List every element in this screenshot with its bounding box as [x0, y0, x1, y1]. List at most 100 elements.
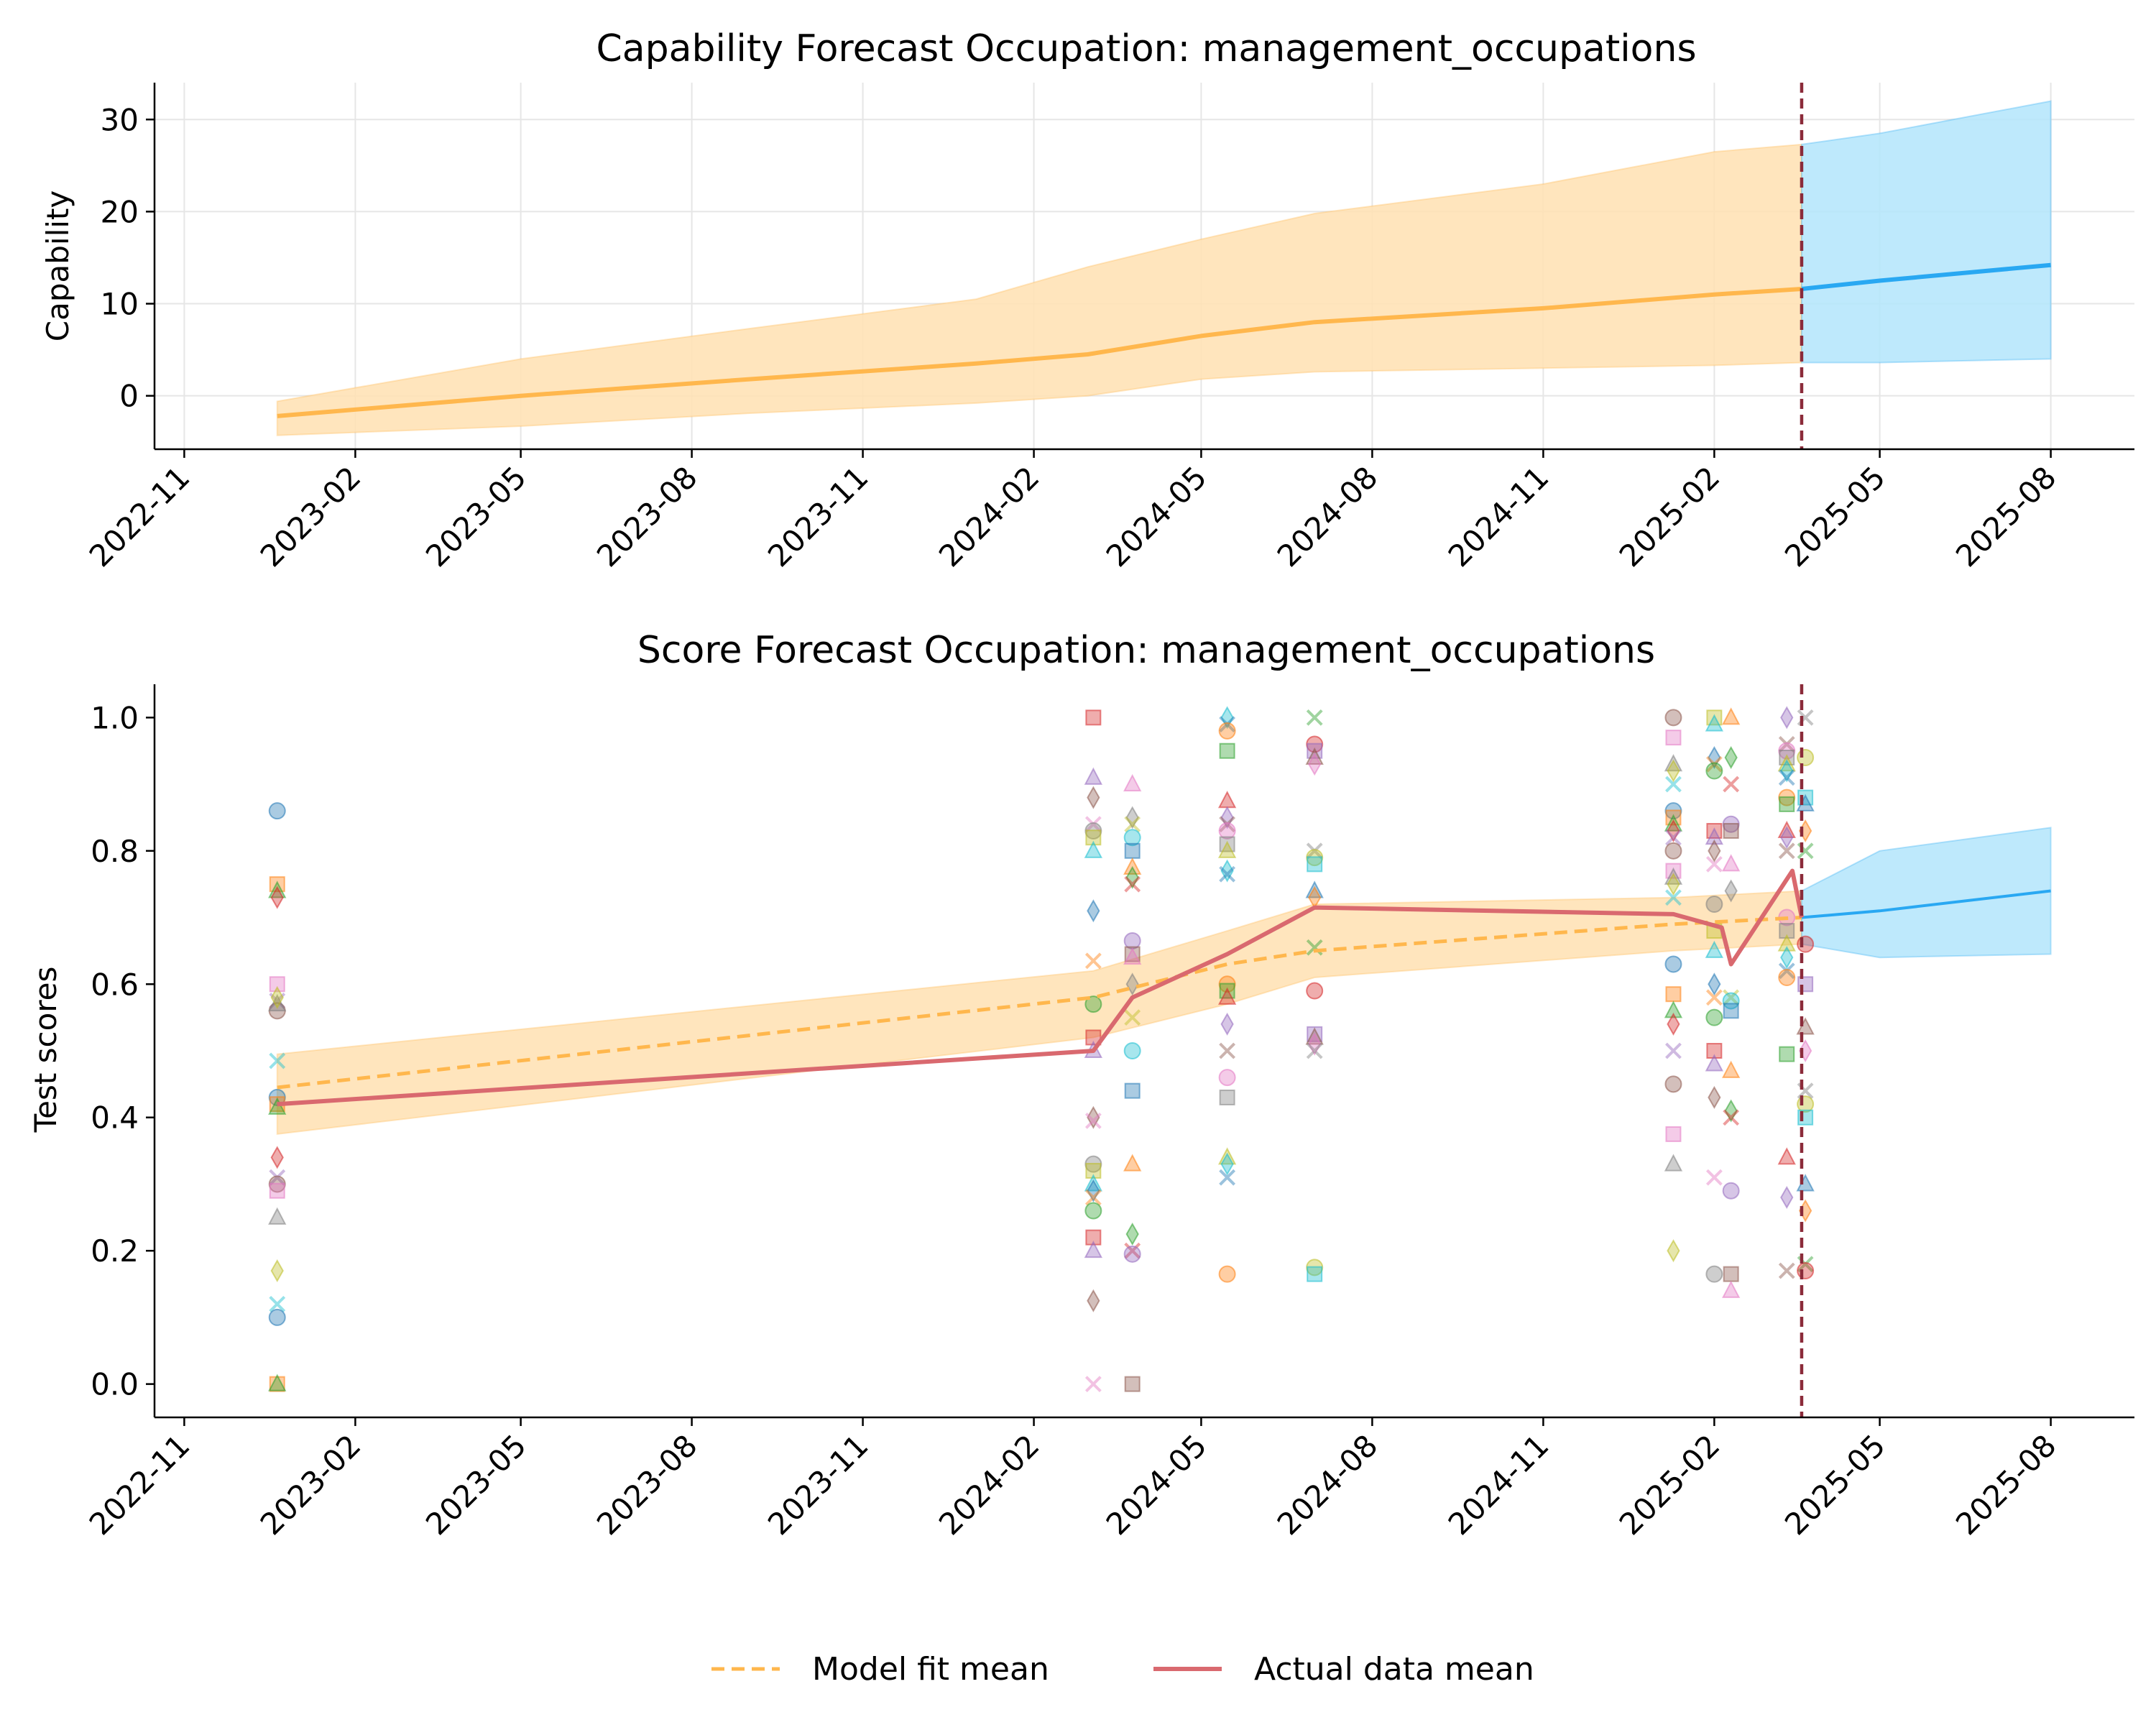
score-point-3-7	[1218, 822, 1236, 840]
score-x-tick-label-7: 2024-08	[1271, 1427, 1385, 1542]
capability-y-tick-label-2: 20	[101, 194, 139, 229]
capability-chart-title: Capability Forecast Occupation: manageme…	[596, 27, 1696, 70]
score-model-fit-line	[277, 916, 1802, 1090]
score-point-8-5	[1780, 759, 1794, 783]
score-point-1-8	[1084, 952, 1102, 970]
score-y-tick-label-4: 0.8	[91, 834, 139, 869]
score-point-2-6	[1125, 865, 1139, 889]
capability-x-tick-label-5: 2024-02	[932, 459, 1046, 574]
score-point-6-13	[1705, 989, 1723, 1006]
score-forecast-line	[1801, 889, 2051, 919]
capability-x-tick-label-6: 2024-05	[1100, 459, 1214, 574]
score-point-8-8	[1779, 796, 1795, 812]
score-point-4-10	[1306, 939, 1323, 956]
score-point-3-6	[1219, 816, 1236, 833]
score-point-8-6	[1778, 769, 1795, 786]
score-point-0-6	[269, 976, 285, 993]
score-point-6-12	[1708, 972, 1721, 996]
score-point-8-13	[1779, 923, 1795, 939]
score-point-6-14	[1705, 1008, 1723, 1026]
score-x-tick-label-10: 2025-05	[1778, 1427, 1892, 1542]
score-point-2-0	[1123, 773, 1142, 792]
score-point-8-1	[1778, 736, 1795, 753]
score-point-8-21	[1778, 1262, 1795, 1279]
score-point-2-13	[1123, 1042, 1141, 1059]
score-point-7-10	[1721, 1060, 1741, 1078]
score-point-0-16	[269, 1182, 285, 1199]
score-point-9-1	[1797, 749, 1815, 766]
score-x-tick-label-6: 2024-05	[1100, 1427, 1214, 1542]
score-point-1-3	[1084, 816, 1102, 833]
score-point-6-11	[1705, 940, 1724, 958]
score-point-6-8	[1705, 855, 1723, 873]
score-point-2-15	[1123, 1154, 1142, 1172]
score-point-1-6	[1084, 840, 1103, 858]
score-point-0-9	[269, 1052, 286, 1070]
score-y-tick-label-1: 0.2	[91, 1233, 139, 1269]
score-point-0-13	[270, 1146, 284, 1169]
score-point-8-20	[1780, 1185, 1794, 1210]
score-point-1-23	[1084, 1376, 1102, 1393]
score-point-3-18	[1219, 1089, 1235, 1105]
score-point-6-17	[1708, 1085, 1721, 1109]
capability-y-axis-label: Capability	[40, 190, 75, 341]
capability-fit-line	[277, 287, 1802, 418]
score-point-8-14	[1777, 934, 1796, 952]
score-point-9-16	[1797, 1262, 1815, 1279]
score-point-3-3	[1219, 742, 1235, 759]
score-point-6-1	[1705, 714, 1724, 732]
score-point-6-6	[1705, 827, 1724, 845]
score-x-tick-label-8: 2024-11	[1442, 1427, 1556, 1542]
score-point-2-10	[1123, 947, 1142, 965]
score-point-5-8	[1667, 819, 1680, 843]
score-point-7-4	[1723, 823, 1739, 839]
score-point-9-8	[1796, 1017, 1815, 1035]
score-point-1-15	[1085, 1162, 1102, 1179]
score-panel: Score Forecast Occupation: management_oc…	[28, 629, 2134, 1542]
score-point-1-22	[1087, 1289, 1100, 1312]
score-point-9-6	[1797, 935, 1815, 953]
score-point-3-11	[1219, 865, 1236, 883]
capability-panel: Capability Forecast Occupation: manageme…	[40, 27, 2134, 574]
score-point-4-17	[1307, 1266, 1323, 1282]
score-point-6-3	[1705, 755, 1723, 773]
score-point-7-6	[1724, 879, 1738, 903]
score-point-3-21	[1219, 1169, 1236, 1186]
score-point-1-13	[1084, 1112, 1102, 1129]
score-point-1-2	[1087, 786, 1100, 809]
capability-y-tick-label-0: 0	[119, 379, 139, 414]
score-point-7-2	[1723, 776, 1740, 793]
score-point-4-7	[1307, 856, 1323, 873]
score-point-6-2	[1708, 745, 1721, 770]
score-point-1-17	[1087, 1179, 1100, 1202]
score-point-2-11	[1125, 972, 1139, 996]
score-point-5-10	[1664, 842, 1682, 860]
score-point-5-22	[1664, 1154, 1683, 1172]
score-y-axis-label: Test scores	[28, 967, 63, 1133]
score-point-3-1	[1219, 716, 1236, 733]
score-point-6-7	[1708, 839, 1721, 862]
score-point-6-15	[1706, 1043, 1723, 1059]
score-point-0-17	[268, 1207, 287, 1225]
score-point-7-1	[1724, 745, 1738, 770]
capability-x-tick-label-3: 2023-08	[590, 459, 704, 574]
score-point-5-3	[1667, 759, 1680, 783]
score-x-tick-label-3: 2023-08	[590, 1427, 704, 1542]
score-point-8-0	[1780, 706, 1794, 730]
capability-x-tick-label-11: 2025-08	[1949, 459, 2063, 574]
score-point-2-4	[1124, 842, 1141, 859]
score-point-5-19	[1665, 1042, 1682, 1059]
score-x-tick-label-2: 2023-05	[419, 1427, 533, 1542]
score-point-5-14	[1665, 889, 1682, 906]
score-point-6-9	[1705, 896, 1723, 913]
legend-model-fit-label: Model fit mean	[812, 1651, 1049, 1688]
score-point-3-15	[1220, 1012, 1234, 1036]
score-point-6-19	[1705, 1265, 1723, 1283]
score-x-tick-label-11: 2025-08	[1949, 1427, 2063, 1542]
score-point-8-15	[1780, 946, 1794, 970]
score-point-8-18	[1779, 1046, 1795, 1062]
score-point-5-23	[1667, 1239, 1680, 1263]
score-point-1-18	[1084, 1189, 1102, 1206]
score-point-7-7	[1723, 989, 1740, 1006]
